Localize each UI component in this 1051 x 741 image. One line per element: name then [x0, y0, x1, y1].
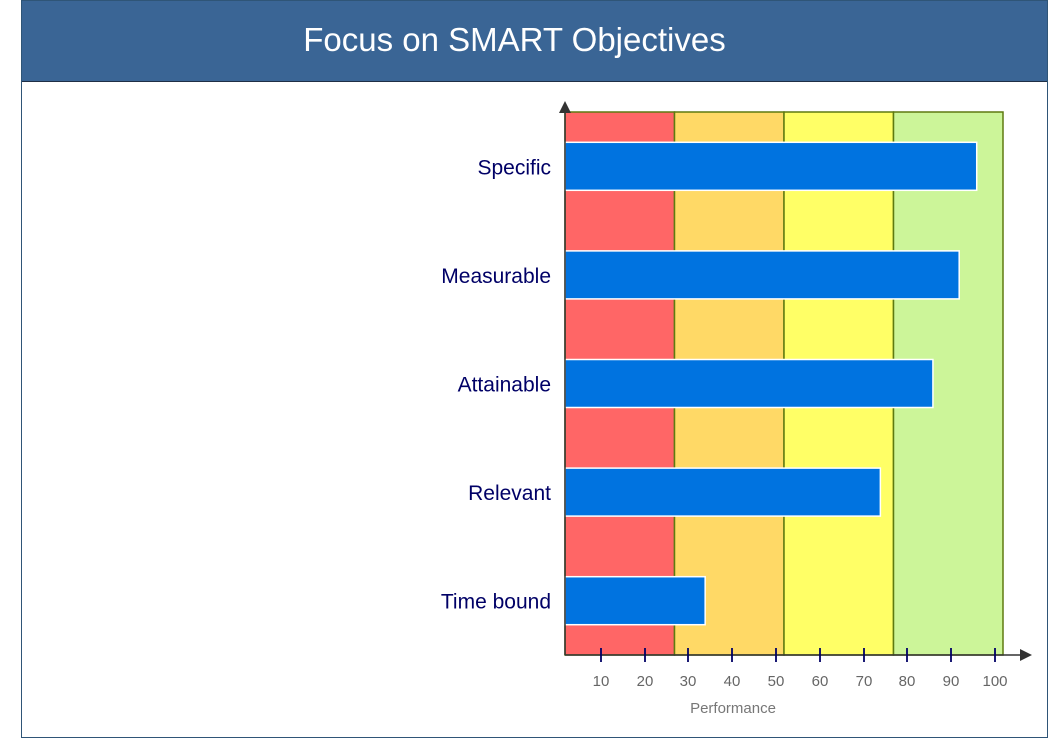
x-tick-label-6: 70: [856, 673, 873, 690]
x-tick-label-2: 30: [680, 673, 697, 690]
category-label-4: Time bound: [441, 591, 551, 614]
x-tick-label-7: 80: [899, 673, 916, 690]
x-tick-label-5: 60: [812, 673, 829, 690]
x-tick-label-8: 90: [943, 673, 960, 690]
category-label-1: Measurable: [441, 265, 551, 288]
x-tick-label-0: 10: [593, 673, 610, 690]
bar-4: [564, 575, 706, 626]
x-tick-label-3: 40: [724, 673, 741, 690]
category-label-2: Attainable: [458, 374, 551, 397]
chart-title: Focus on SMART Objectives: [303, 21, 726, 58]
x-tick-label-1: 20: [637, 673, 654, 690]
x-tick-label-4: 50: [768, 673, 785, 690]
bar-0: [564, 141, 978, 192]
bar-2: [564, 358, 934, 409]
title-bar: Focus on SMART Objectives: [22, 1, 1047, 82]
x-tick-label-9: 100: [982, 673, 1007, 690]
bar-3: [564, 467, 882, 517]
x-axis-arrow: [1020, 649, 1032, 661]
y-axis-arrow: [559, 101, 571, 113]
bar-1: [564, 250, 960, 300]
category-label-0: Specific: [477, 156, 551, 179]
category-label-3: Relevant: [468, 482, 551, 505]
x-axis-label: Performance: [690, 700, 776, 717]
